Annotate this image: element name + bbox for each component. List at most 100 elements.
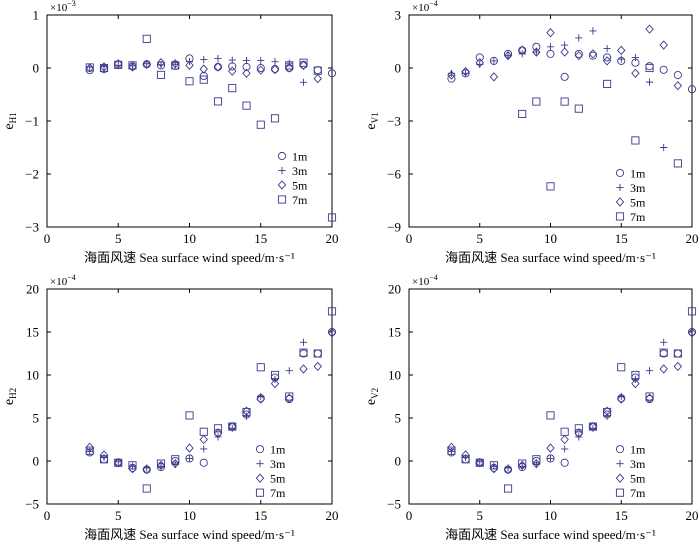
- data-point-7m: [327, 307, 337, 316]
- data-point-5m: [185, 443, 194, 453]
- series-5m: [85, 328, 337, 475]
- data-point-7m: [99, 63, 109, 73]
- legend-marker-7m: [615, 488, 625, 497]
- axis-multiplier: ×10−3: [50, 0, 76, 14]
- data-point-1m: [560, 458, 569, 467]
- data-point-5m: [270, 378, 280, 389]
- data-point-7m: [475, 458, 484, 467]
- data-point-3m: [490, 57, 498, 65]
- series-1m: [85, 327, 337, 474]
- data-point-7m: [645, 63, 654, 73]
- data-point-7m: [313, 66, 322, 75]
- data-point-5m: [560, 434, 569, 445]
- y-tick-label: −5: [387, 497, 401, 512]
- legend-marker-3m: [256, 460, 264, 468]
- plot-frame: [46, 14, 333, 228]
- data-point-3m: [532, 48, 540, 56]
- data-point-3m: [617, 55, 625, 63]
- data-point-5m: [447, 70, 456, 80]
- data-point-5m: [142, 59, 151, 69]
- x-tick-label: 15: [254, 508, 267, 523]
- y-tick-label: 0: [33, 61, 40, 76]
- legend-label: 3m: [292, 164, 308, 178]
- data-point-3m: [200, 55, 208, 64]
- data-point-1m: [256, 63, 265, 73]
- data-point-5m: [142, 464, 151, 475]
- legend-label: 5m: [630, 472, 646, 486]
- axis-multiplier: ×10−4: [412, 0, 438, 14]
- legend-label: 1m: [630, 443, 646, 457]
- y-tick-label: −3: [387, 114, 401, 129]
- data-point-7m: [518, 109, 527, 118]
- x-tick-label: 10: [183, 231, 196, 246]
- y-tick-label: 20: [26, 282, 39, 297]
- data-point-1m: [228, 62, 237, 71]
- data-point-7m: [631, 370, 640, 380]
- data-point-3m: [185, 454, 194, 463]
- series-3m: [447, 27, 668, 152]
- y-tick-label: −5: [25, 497, 39, 512]
- data-point-3m: [214, 54, 222, 63]
- legend-marker-1m: [277, 151, 287, 161]
- axis-multiplier: ×10−4: [50, 273, 76, 288]
- data-point-5m: [489, 464, 499, 474]
- data-point-5m: [99, 450, 109, 460]
- legend-marker-3m: [278, 166, 286, 175]
- series-7m: [447, 307, 697, 493]
- data-point-7m: [574, 104, 583, 113]
- chart-panel-bottom-left: 0 5 10 15 20 −5 0 5 10 15 20 ×10−4 海面风速 Sea surface …: [2, 273, 339, 542]
- data-point-3m: [100, 453, 108, 462]
- data-point-1m: [199, 458, 208, 467]
- legend-label: 7m: [630, 486, 646, 500]
- data-point-3m: [561, 445, 569, 453]
- plot-frame: [46, 288, 333, 505]
- data-point-5m: [327, 328, 337, 338]
- data-point-5m: [631, 68, 640, 78]
- legend-marker-1m: [255, 445, 265, 454]
- data-point-5m: [631, 378, 640, 389]
- data-point-5m: [285, 63, 294, 73]
- data-point-7m: [199, 75, 208, 84]
- data-point-7m: [171, 455, 180, 464]
- legend-marker-5m: [615, 197, 625, 207]
- data-point-3m: [546, 43, 555, 51]
- data-point-7m: [199, 427, 208, 436]
- data-point-1m: [673, 349, 682, 358]
- series-1m: [85, 54, 337, 80]
- data-point-7m: [617, 363, 626, 372]
- data-point-7m: [532, 97, 541, 106]
- legend-label: 7m: [630, 210, 646, 224]
- y-tick-label: 0: [395, 61, 402, 76]
- x-tick-label: 20: [686, 231, 699, 246]
- series-5m: [447, 328, 697, 475]
- legend-marker-7m: [255, 488, 265, 497]
- data-point-1m: [645, 62, 654, 71]
- legend-label: 3m: [630, 181, 646, 195]
- data-point-5m: [517, 460, 527, 470]
- data-point-5m: [313, 361, 322, 372]
- x-tick-label: 10: [544, 231, 557, 246]
- legend-label: 5m: [292, 178, 308, 192]
- data-point-5m: [99, 62, 109, 72]
- legend-marker-7m: [277, 195, 287, 204]
- data-point-5m: [687, 328, 697, 338]
- data-point-5m: [242, 406, 251, 416]
- data-point-1m: [213, 62, 223, 71]
- x-tick-label: 20: [326, 508, 339, 523]
- data-point-3m: [200, 445, 208, 453]
- y-tick-label: 10: [388, 368, 401, 383]
- data-point-5m: [673, 361, 683, 372]
- data-point-7m: [85, 63, 94, 72]
- data-point-7m: [299, 58, 308, 67]
- data-point-5m: [588, 49, 598, 59]
- data-point-5m: [299, 364, 308, 374]
- data-point-7m: [327, 213, 337, 222]
- data-point-7m: [256, 120, 265, 129]
- data-point-7m: [673, 159, 682, 168]
- data-point-5m: [617, 45, 626, 56]
- data-point-7m: [504, 484, 513, 493]
- legend-marker-5m: [615, 473, 625, 483]
- y-tick-label: −1: [25, 114, 39, 129]
